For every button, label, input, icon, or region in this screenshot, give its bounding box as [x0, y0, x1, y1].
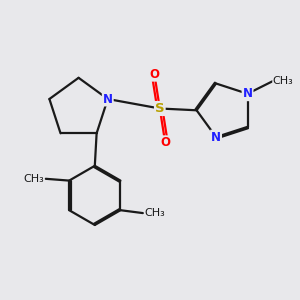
Text: O: O — [149, 68, 159, 81]
Text: S: S — [155, 102, 165, 115]
Text: N: N — [103, 92, 113, 106]
Text: CH₃: CH₃ — [23, 174, 44, 184]
Text: CH₃: CH₃ — [273, 76, 294, 86]
Text: N: N — [211, 130, 221, 144]
Text: CH₃: CH₃ — [145, 208, 165, 218]
Text: N: N — [243, 87, 253, 100]
Text: O: O — [160, 136, 170, 149]
